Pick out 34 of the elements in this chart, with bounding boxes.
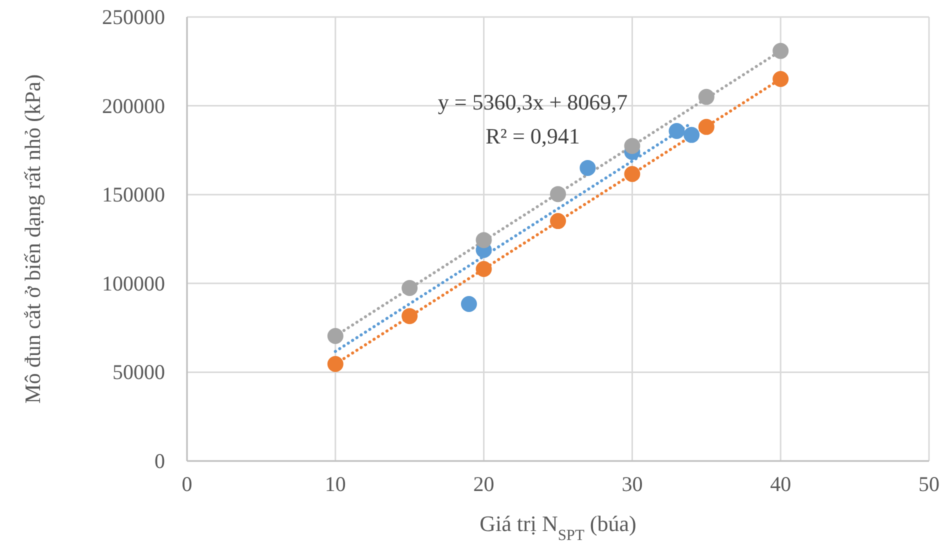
y-axis-title: Mô đun cắt ở biến dạng rất nhỏ (kPa) bbox=[20, 74, 45, 404]
x-axis-title: Giá trị N$_{SPT}$ (búa) bbox=[480, 511, 636, 544]
x-tick-label: 0 bbox=[182, 472, 192, 496]
point bbox=[580, 160, 596, 176]
point bbox=[550, 186, 566, 202]
y-tick-label: 250000 bbox=[102, 5, 165, 29]
point bbox=[460, 296, 477, 312]
x-tick-label: 20 bbox=[473, 472, 494, 496]
y-tick-label: 200000 bbox=[102, 94, 165, 118]
x-tick-label: 10 bbox=[324, 472, 346, 496]
y-tick-label: 150000 bbox=[102, 182, 165, 207]
point bbox=[684, 126, 700, 143]
point bbox=[668, 123, 685, 140]
point bbox=[772, 42, 789, 59]
point bbox=[327, 356, 344, 372]
annotation: R² = 0,941 bbox=[486, 123, 580, 148]
point bbox=[550, 213, 566, 230]
point bbox=[476, 232, 492, 248]
x-tick-label: 50 bbox=[918, 472, 940, 496]
point bbox=[476, 261, 492, 278]
y-tick-label: 100000 bbox=[102, 271, 165, 296]
annotation: y = 5360,3x + 8069,7 bbox=[438, 89, 628, 114]
point bbox=[402, 308, 418, 324]
point bbox=[698, 88, 714, 105]
point bbox=[402, 280, 418, 296]
point bbox=[698, 118, 714, 135]
x-tick-label: 40 bbox=[770, 472, 792, 496]
point bbox=[772, 70, 789, 87]
y-tick-label: 0 bbox=[154, 449, 165, 473]
y-tick-label: 50000 bbox=[112, 360, 165, 384]
x-tick-label: 30 bbox=[622, 472, 643, 496]
point bbox=[624, 166, 640, 182]
point bbox=[624, 138, 640, 154]
point bbox=[327, 328, 344, 344]
